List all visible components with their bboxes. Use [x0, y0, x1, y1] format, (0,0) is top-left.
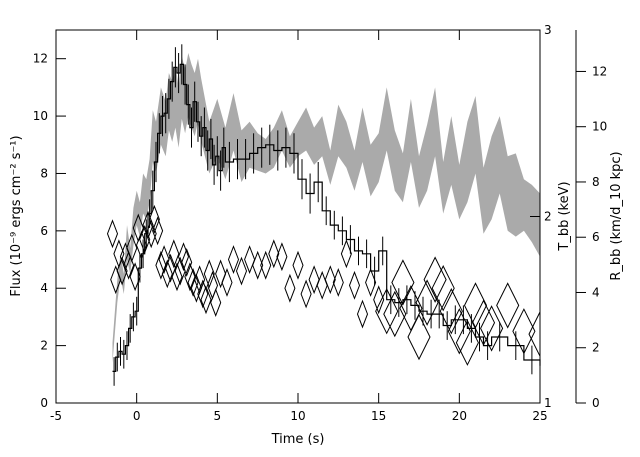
radius-diamond — [365, 267, 377, 297]
radius-diamond — [407, 313, 431, 361]
radius-diamond — [332, 267, 344, 297]
radius-diamond — [356, 299, 369, 329]
y-left-tick-label: 10 — [33, 109, 48, 123]
x-tick-label: 15 — [371, 409, 386, 423]
y-right-tick-label: 10 — [592, 120, 607, 134]
radius-diamond — [423, 256, 447, 303]
radius-diamond — [129, 262, 141, 292]
radius-diamond — [155, 250, 167, 280]
radius-diamond — [215, 259, 227, 289]
radius-diamond — [528, 311, 541, 357]
radius-diamond — [152, 216, 164, 246]
radius-diamond-layer — [106, 204, 541, 366]
plot-frame — [55, 29, 541, 404]
x-tick-label: 5 — [214, 409, 222, 423]
radius-diamond — [177, 242, 190, 272]
radius-diamond — [184, 262, 196, 292]
radius-diamond — [148, 204, 160, 234]
radius-diamond — [324, 265, 336, 295]
y-left-tick-label: 2 — [40, 339, 48, 353]
radius-diamond — [187, 267, 199, 297]
y-right-tick-label: 0 — [592, 396, 600, 410]
radius-diamond — [135, 230, 148, 260]
y-right-axis-label: R_bb (km/d_10 kpc) — [609, 151, 624, 280]
radius-diamond — [171, 262, 183, 292]
radius-diamond — [200, 285, 212, 315]
radius-diamond — [116, 256, 128, 286]
radius-diamond — [126, 233, 138, 263]
radius-diamond — [203, 259, 215, 289]
radius-diamond — [316, 270, 328, 300]
radius-diamond — [415, 279, 439, 326]
radius-diamond — [252, 250, 264, 280]
radius-diamond — [284, 273, 296, 303]
y-left-tick-label: 6 — [40, 224, 48, 238]
radius-diamond — [145, 219, 157, 249]
x-tick-label: 10 — [290, 409, 305, 423]
y-left-tick-label: 12 — [33, 52, 48, 66]
radius-diamond — [190, 273, 202, 303]
x-axis-label: Time (s) — [271, 432, 325, 447]
radius-diamond — [106, 219, 119, 249]
y-mid-tick-label: 3 — [544, 23, 552, 37]
y-right-tick-label: 12 — [592, 64, 607, 78]
radius-diamond — [340, 239, 352, 269]
x-tick-label: -5 — [50, 409, 62, 423]
radius-diamond — [158, 245, 170, 275]
radius-diamond — [439, 287, 463, 335]
radius-diamond — [308, 265, 320, 295]
radius-diamond — [512, 308, 536, 355]
radius-diamond — [383, 290, 407, 338]
radius-diamond — [168, 239, 180, 269]
y-mid-tick-label: 2 — [544, 210, 552, 224]
radius-diamond — [348, 270, 361, 300]
radius-diamond — [455, 319, 479, 366]
radius-diamond — [496, 282, 520, 329]
radius-diamond — [235, 256, 248, 286]
y-right-tick-label: 8 — [592, 175, 600, 189]
radius-diamond — [447, 308, 471, 355]
y-mid-axis-label: T_bb (keV) — [557, 181, 572, 251]
x-tick-label: 25 — [532, 409, 547, 423]
radius-diamond — [373, 285, 385, 315]
y-right-tick-label: 2 — [592, 341, 600, 355]
radius-diamond — [161, 259, 173, 289]
y-left-tick-label: 0 — [40, 396, 48, 410]
y-left-axis-label: Flux (10⁻⁹ ergs cm⁻² s⁻¹) — [9, 135, 24, 296]
radius-diamond — [164, 253, 177, 283]
y-right-tick-label: 6 — [592, 230, 600, 244]
temperature-band — [112, 53, 540, 363]
radius-diamond — [471, 299, 496, 346]
x-tick-label: 20 — [452, 409, 467, 423]
radius-diamond — [227, 245, 240, 275]
radius-diamond — [139, 224, 151, 254]
y-mid-tick-label: 1 — [544, 396, 552, 410]
x-tick-label: 0 — [133, 409, 141, 423]
radius-diamond — [244, 245, 256, 275]
radius-diamond — [197, 279, 209, 309]
radius-diamond — [431, 264, 455, 312]
radius-diamond — [268, 239, 280, 269]
radius-diamond — [276, 242, 288, 272]
y-left-tick-label: 4 — [40, 281, 48, 295]
radius-diamond — [463, 282, 488, 329]
radius-diamond — [300, 279, 312, 309]
radius-diamond — [181, 248, 193, 277]
radius-diamond — [221, 267, 233, 297]
radius-diamond — [194, 265, 206, 295]
radius-diamond — [292, 250, 304, 280]
radius-diamond — [210, 288, 222, 317]
y-right-tick-label: 4 — [592, 285, 600, 299]
radius-diamond — [260, 250, 272, 280]
radius-diamond — [375, 287, 399, 335]
temperature-band-layer — [112, 53, 540, 363]
radius-diamond — [480, 305, 504, 352]
radius-diamond — [391, 259, 415, 306]
y-left-tick-label: 8 — [40, 166, 48, 180]
